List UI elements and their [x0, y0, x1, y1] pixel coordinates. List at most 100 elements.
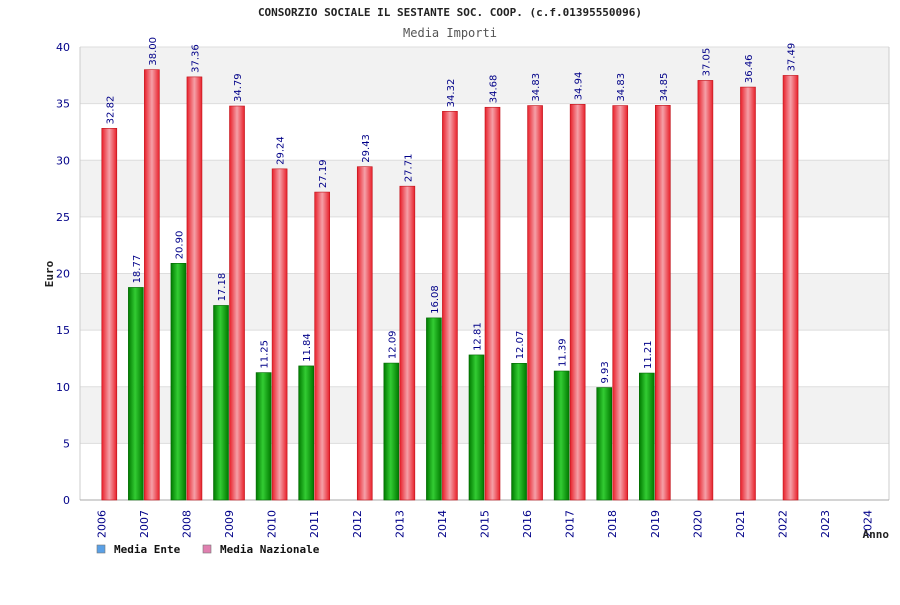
y-axis-ticks: 0 5 10 15 20 25 30 35 40	[56, 41, 70, 507]
y-tick-label: 20	[56, 268, 70, 281]
bar-media-ente	[639, 372, 655, 501]
y-axis-label: Euro	[43, 260, 56, 287]
x-tick-label: 2022	[777, 510, 790, 538]
value-label-media-ente: 9.93	[600, 361, 611, 383]
value-label-media-ente: 18.77	[132, 255, 143, 284]
bar-media-ente	[128, 287, 144, 501]
value-label-media-ente: 12.07	[515, 331, 526, 360]
bar-media-ente	[596, 387, 613, 501]
bar-media-ente	[383, 362, 400, 501]
legend-label: Media Ente	[114, 543, 181, 556]
x-tick-label: 2018	[606, 510, 619, 538]
bar-media-ente	[553, 370, 570, 501]
x-tick-label: 2014	[436, 510, 449, 538]
bar-media-nazionale	[740, 86, 756, 501]
value-label-media-nazionale: 34.79	[233, 73, 244, 102]
x-tick-label: 2021	[734, 510, 747, 538]
value-label-media-ente: 20.90	[174, 231, 185, 260]
x-axis-label: Anno	[863, 528, 890, 541]
value-label-media-ente: 11.84	[302, 333, 313, 362]
value-label-media-nazionale: 34.85	[659, 73, 670, 102]
value-label-media-ente: 11.39	[558, 338, 569, 367]
value-label-media-nazionale: 34.32	[446, 79, 457, 108]
value-label-media-nazionale: 27.19	[318, 159, 329, 188]
bar-media-nazionale	[655, 105, 671, 501]
value-label-media-nazionale: 34.83	[531, 73, 542, 102]
x-tick-label: 2006	[95, 510, 108, 538]
value-label-media-nazionale: 27.71	[403, 154, 414, 183]
x-tick-label: 2012	[351, 510, 364, 538]
chart-title: CONSORZIO SOCIALE IL SESTANTE SOC. COOP.…	[258, 6, 642, 19]
x-axis-ticks: 2006 2007 2008 2009 2010 2011 2012 2013 2014 2015…	[95, 510, 874, 538]
y-tick-label: 5	[63, 437, 70, 450]
bar-media-ente	[426, 317, 442, 501]
x-tick-label: 2023	[819, 510, 832, 538]
bar-media-ente	[468, 354, 485, 501]
x-tick-label: 2015	[479, 510, 492, 538]
value-label-media-nazionale: 29.24	[276, 136, 287, 165]
bar-media-nazionale	[484, 106, 501, 501]
x-tick-label: 2016	[521, 510, 534, 538]
x-tick-label: 2017	[564, 510, 577, 538]
value-label-media-nazionale: 34.68	[489, 75, 500, 104]
bar-media-nazionale	[229, 105, 245, 501]
legend: Media Ente Media Nazionale	[96, 543, 320, 556]
x-tick-label: 2011	[308, 510, 321, 538]
value-label-media-nazionale: 32.82	[105, 96, 116, 125]
value-label-media-ente: 17.18	[217, 273, 228, 302]
bars	[101, 69, 799, 501]
y-tick-label: 30	[56, 154, 70, 167]
x-tick-label: 2013	[393, 510, 406, 538]
y-tick-label: 0	[63, 494, 70, 507]
bar-media-ente	[255, 372, 272, 501]
y-tick-label: 15	[56, 324, 70, 337]
value-label-media-nazionale: 34.94	[574, 72, 585, 101]
value-label-media-nazionale: 34.83	[616, 73, 627, 102]
bar-media-ente	[298, 365, 314, 501]
x-tick-label: 2010	[266, 510, 279, 538]
chart-subtitle: Media Importi	[403, 26, 497, 40]
bar-media-nazionale	[612, 105, 629, 501]
legend-swatch	[96, 544, 106, 554]
value-label-media-ente: 12.09	[387, 330, 398, 359]
legend-swatch	[202, 544, 212, 554]
value-label-media-ente: 16.08	[430, 285, 441, 314]
value-label-media-nazionale: 37.36	[190, 44, 201, 73]
value-labels: 32.82 18.77 38.00 20.90 37.36 17.18 34.79 11.25…	[105, 37, 797, 384]
x-tick-label: 2019	[649, 510, 662, 538]
bar-media-ente	[213, 305, 229, 501]
value-label-media-nazionale: 37.05	[701, 48, 712, 77]
value-label-media-ente: 12.81	[473, 322, 484, 351]
y-tick-label: 25	[56, 211, 70, 224]
bar-media-nazionale	[527, 105, 543, 501]
x-tick-label: 2020	[691, 510, 704, 538]
bar-media-nazionale	[144, 69, 160, 501]
x-tick-label: 2007	[138, 510, 151, 538]
value-label-media-nazionale: 36.46	[744, 54, 755, 83]
value-label-media-nazionale: 38.00	[148, 37, 159, 66]
bar-media-nazionale	[101, 128, 118, 501]
bar-media-ente	[511, 363, 527, 501]
value-label-media-ente: 11.25	[260, 340, 271, 369]
bar-media-nazionale	[782, 75, 799, 501]
value-label-media-nazionale: 37.49	[787, 43, 798, 72]
value-label-media-ente: 11.21	[643, 340, 654, 369]
bar-media-nazionale	[569, 104, 586, 501]
x-tick-label: 2008	[180, 510, 193, 538]
bar-media-nazionale	[697, 80, 714, 501]
bar-media-nazionale	[271, 168, 288, 501]
x-tick-label: 2024	[862, 510, 875, 538]
bar-media-nazionale	[314, 191, 330, 501]
y-tick-label: 40	[56, 41, 70, 54]
x-tick-label: 2009	[223, 510, 236, 538]
y-tick-label: 10	[56, 381, 70, 394]
y-tick-label: 35	[56, 98, 70, 111]
value-label-media-nazionale: 29.43	[361, 134, 372, 163]
bar-media-nazionale	[186, 76, 203, 501]
bar-media-nazionale	[442, 111, 458, 501]
bar-media-nazionale	[399, 185, 416, 501]
legend-label: Media Nazionale	[220, 543, 320, 556]
bar-media-nazionale	[356, 166, 373, 501]
bar-media-ente	[170, 263, 187, 501]
